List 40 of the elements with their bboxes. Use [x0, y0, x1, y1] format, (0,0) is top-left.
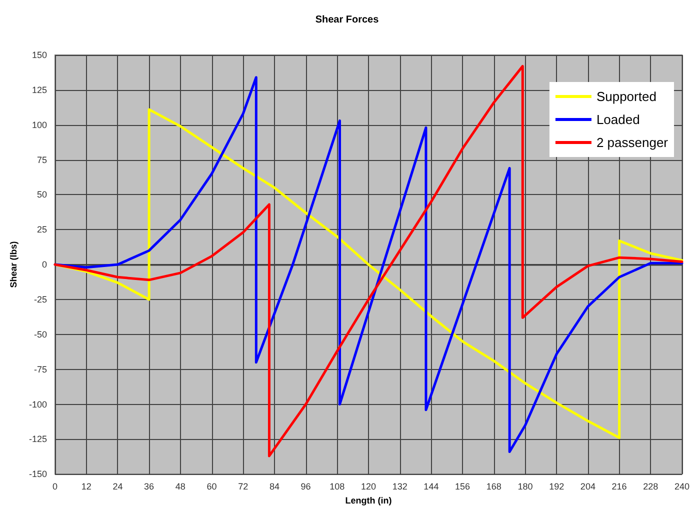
y-tick-label: 150 — [32, 50, 47, 60]
x-tick-label: 72 — [238, 482, 248, 492]
x-tick-label: 60 — [206, 482, 217, 492]
x-tick-label: 0 — [52, 482, 58, 492]
x-tick-label: 108 — [330, 482, 345, 492]
x-tick-label: 36 — [144, 482, 154, 492]
x-tick-label: 228 — [643, 482, 658, 492]
legend-label: Supported — [596, 89, 656, 104]
x-tick-label: 168 — [486, 482, 502, 492]
x-tick-label: 132 — [392, 482, 408, 492]
x-tick-label: 204 — [580, 482, 596, 492]
x-tick-label: 180 — [518, 482, 533, 492]
y-tick-label: 25 — [36, 224, 47, 235]
y-tick-label: -50 — [34, 329, 47, 340]
chart-title: Shear Forces — [315, 14, 380, 26]
y-tick-label: 75 — [36, 154, 47, 165]
x-tick-label: 24 — [112, 482, 123, 492]
x-tick-label: 84 — [269, 482, 280, 492]
legend-label: 2 passenger — [596, 135, 669, 150]
x-tick-label: 48 — [175, 482, 186, 492]
x-tick-label: 192 — [549, 482, 564, 492]
y-tick-label: -25 — [34, 294, 47, 304]
x-tick-label: 156 — [455, 482, 470, 492]
x-tick-label: 240 — [674, 482, 690, 492]
x-tick-label: 96 — [300, 482, 311, 492]
y-tick-label: -150 — [28, 469, 47, 480]
y-tick-label: -75 — [34, 364, 47, 374]
y-tick-label: 125 — [32, 84, 47, 95]
x-tick-label: 12 — [81, 482, 92, 492]
y-axis-title: Shear (lbs) — [8, 241, 19, 288]
x-tick-label: 216 — [612, 482, 627, 492]
x-tick-label: 144 — [424, 482, 439, 492]
y-tick-label: -100 — [28, 399, 47, 410]
legend-label: Loaded — [596, 112, 640, 127]
y-tick-label: 50 — [36, 190, 47, 200]
x-tick-label: 120 — [360, 482, 376, 492]
y-tick-label: 0 — [42, 260, 47, 270]
y-tick-label: -125 — [28, 434, 47, 444]
y-tick-label: 100 — [32, 120, 47, 130]
x-axis-title: Length (in) — [345, 496, 392, 506]
